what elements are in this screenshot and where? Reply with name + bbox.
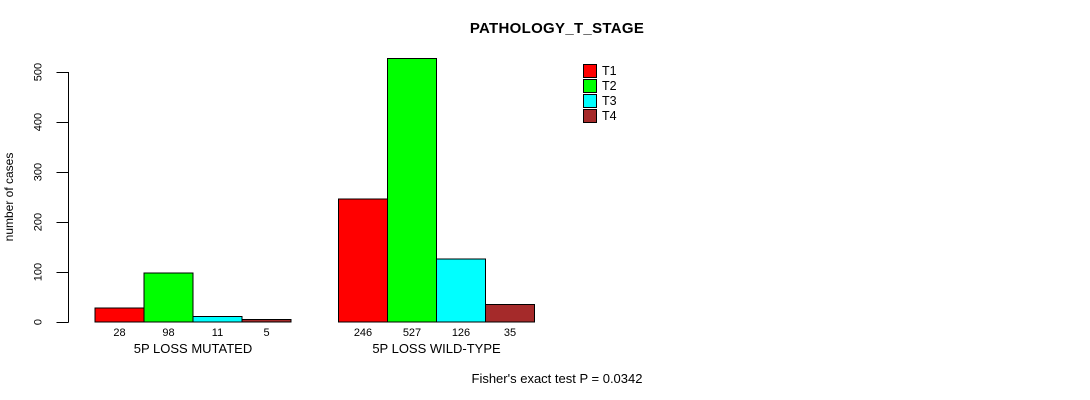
- legend: T1 T2 T3 T4: [583, 64, 617, 124]
- x-category-label-1: 5P LOSS MUTATED: [134, 341, 252, 356]
- bar-t3-group-1: [192, 316, 243, 323]
- y-tick-label: 100: [32, 263, 44, 281]
- bar-t3-group-2: [436, 258, 486, 323]
- x-category-label-2: 5P LOSS WILD-TYPE: [372, 341, 501, 356]
- bar-t1-group-2: [338, 198, 388, 323]
- bar-value-label: 246: [354, 327, 372, 339]
- bar-t1-group-1: [94, 307, 145, 323]
- legend-swatch-t3: [583, 94, 597, 108]
- y-tick-label: 0: [32, 319, 44, 325]
- bar-value-label: 28: [113, 327, 125, 339]
- legend-item-label: T4: [602, 109, 617, 123]
- bar-t4-group-1: [241, 319, 292, 323]
- legend-swatch-t2: [583, 79, 597, 93]
- y-tick-label: 200: [32, 213, 44, 231]
- bar-value-label: 527: [403, 327, 421, 339]
- bar-t4-group-2: [485, 304, 535, 323]
- y-tick-label: 300: [32, 163, 44, 181]
- chart-title: PATHOLOGY_T_STAGE: [469, 20, 645, 37]
- legend-item-t1: T1: [583, 64, 617, 78]
- legend-swatch-t1: [583, 64, 597, 78]
- legend-item-label: T3: [602, 94, 617, 108]
- fisher-test-annotation: Fisher's exact test P = 0.0342: [471, 371, 643, 386]
- legend-item-t3: T3: [583, 94, 617, 108]
- legend-item-t2: T2: [583, 79, 617, 93]
- bar-value-label: 126: [452, 327, 470, 339]
- bar-t2-group-1: [143, 272, 194, 323]
- bar-t2-group-2: [387, 58, 437, 323]
- bar-value-label: 5: [263, 327, 269, 339]
- bar-value-label: 98: [162, 327, 174, 339]
- y-tick-label: 500: [32, 63, 44, 81]
- legend-swatch-t4: [583, 109, 597, 123]
- legend-item-label: T2: [602, 79, 617, 93]
- legend-item-t4: T4: [583, 109, 617, 123]
- bar-value-label: 11: [212, 327, 223, 339]
- y-tick-label: 400: [32, 113, 44, 131]
- legend-item-label: T1: [602, 64, 617, 78]
- bar-value-label: 35: [504, 327, 516, 339]
